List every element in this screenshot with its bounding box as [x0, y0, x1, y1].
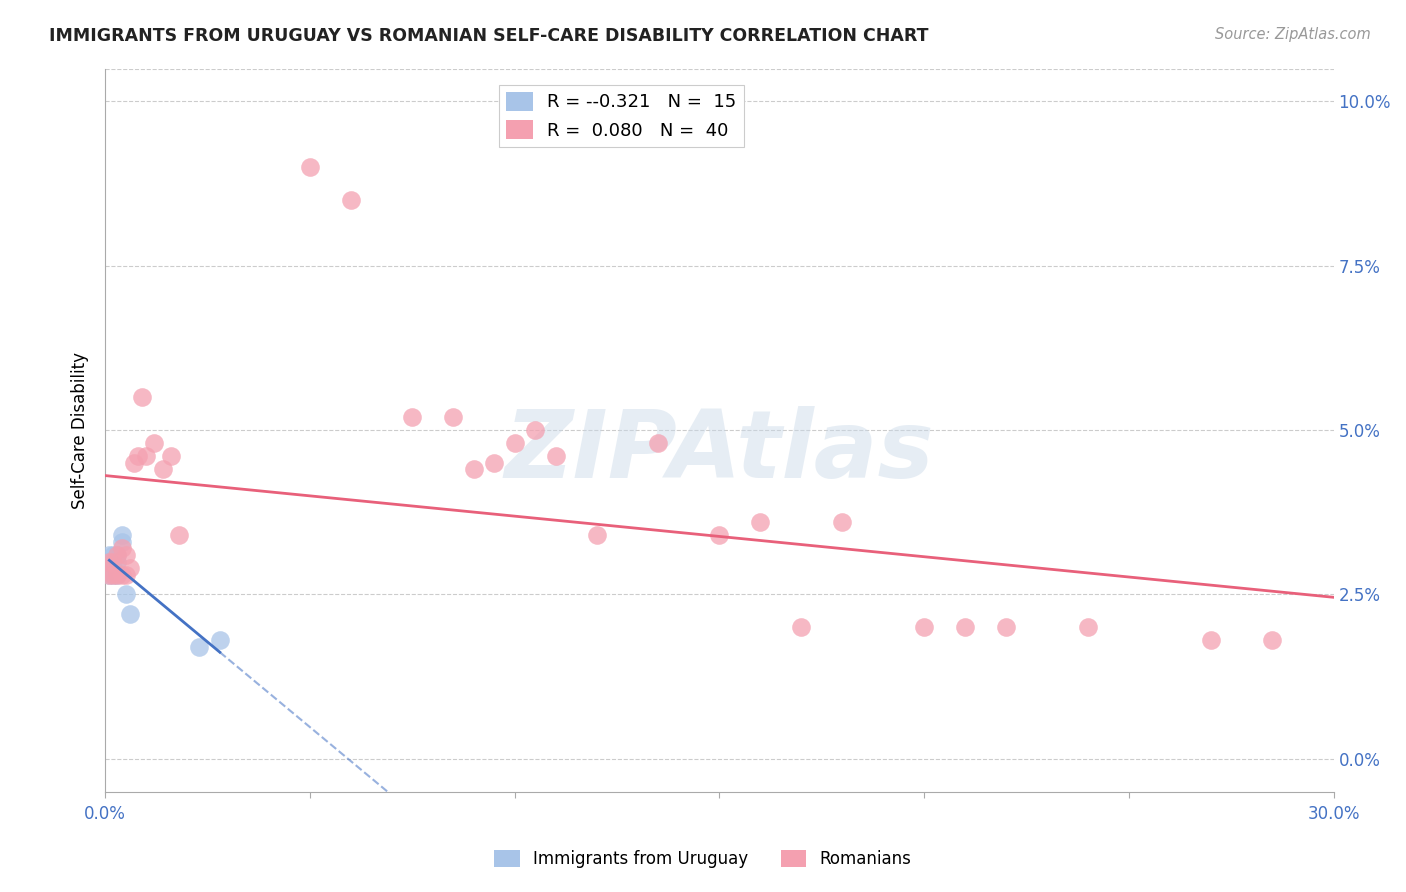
- Point: [1199, 633, 1222, 648]
- Text: Source: ZipAtlas.com: Source: ZipAtlas.com: [1215, 27, 1371, 42]
- Point: [152, 462, 174, 476]
- Point: [103, 567, 125, 582]
- Point: [98, 567, 121, 582]
- Y-axis label: Self-Care Disability: Self-Care Disability: [72, 351, 89, 508]
- Point: [114, 567, 136, 582]
- Point: [709, 528, 731, 542]
- Point: [98, 555, 121, 569]
- Text: IMMIGRANTS FROM URUGUAY VS ROMANIAN SELF-CARE DISABILITY CORRELATION CHART: IMMIGRANTS FROM URUGUAY VS ROMANIAN SELF…: [49, 27, 929, 45]
- Point: [131, 390, 153, 404]
- Point: [98, 567, 121, 582]
- Point: [441, 409, 464, 424]
- Point: [159, 450, 181, 464]
- Point: [208, 633, 231, 648]
- Point: [103, 548, 125, 562]
- Point: [484, 456, 506, 470]
- Legend: R = --0.321   N =  15, R =  0.080   N =  40: R = --0.321 N = 15, R = 0.080 N = 40: [499, 85, 744, 147]
- Point: [110, 567, 132, 582]
- Point: [110, 534, 132, 549]
- Point: [107, 548, 129, 562]
- Point: [1077, 620, 1099, 634]
- Point: [103, 555, 125, 569]
- Point: [127, 450, 149, 464]
- Point: [995, 620, 1018, 634]
- Point: [912, 620, 935, 634]
- Point: [114, 587, 136, 601]
- Point: [463, 462, 485, 476]
- Point: [103, 561, 125, 575]
- Point: [503, 436, 526, 450]
- Point: [585, 528, 607, 542]
- Point: [544, 450, 567, 464]
- Point: [135, 450, 157, 464]
- Legend: Immigrants from Uruguay, Romanians: Immigrants from Uruguay, Romanians: [488, 843, 918, 875]
- Text: ZIPAtlas: ZIPAtlas: [505, 406, 935, 498]
- Point: [790, 620, 813, 634]
- Point: [524, 423, 547, 437]
- Point: [107, 567, 129, 582]
- Point: [122, 456, 145, 470]
- Point: [118, 607, 141, 621]
- Point: [110, 541, 132, 556]
- Point: [749, 515, 772, 529]
- Point: [953, 620, 976, 634]
- Point: [647, 436, 669, 450]
- Point: [167, 528, 190, 542]
- Point: [401, 409, 423, 424]
- Point: [118, 561, 141, 575]
- Point: [1261, 633, 1284, 648]
- Point: [107, 567, 129, 582]
- Point: [114, 548, 136, 562]
- Point: [107, 555, 129, 569]
- Point: [103, 567, 125, 582]
- Point: [188, 640, 211, 654]
- Point: [98, 555, 121, 569]
- Point: [143, 436, 166, 450]
- Point: [107, 548, 129, 562]
- Point: [298, 160, 321, 174]
- Point: [98, 548, 121, 562]
- Point: [831, 515, 853, 529]
- Point: [110, 528, 132, 542]
- Point: [340, 193, 363, 207]
